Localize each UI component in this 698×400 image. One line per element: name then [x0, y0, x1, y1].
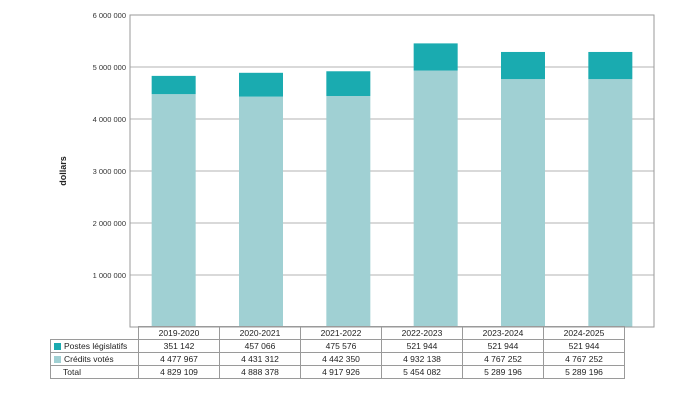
legend-label: Crédits votés [64, 354, 114, 364]
data-label: 521 944 [543, 339, 625, 353]
total-value: 4 917 926 [300, 365, 382, 379]
y-tick-label: 1 000 000 [93, 271, 126, 280]
grid-lines [130, 66, 654, 276]
legend-label: Postes législatifs [64, 341, 128, 351]
y-tick-label: 6 000 000 [93, 11, 126, 20]
bar-segment [326, 95, 371, 327]
total-value: 5 454 082 [381, 365, 463, 379]
category-label: 2024-2025 [543, 326, 625, 340]
legend-entry-credits-votes: Crédits votés [50, 352, 139, 366]
data-label: 521 944 [381, 339, 463, 353]
table-corner [50, 326, 139, 340]
bar-segment [239, 72, 283, 97]
table-header-row: 2019-2020 2020-2021 2021-2022 2022-2023 … [50, 326, 625, 340]
bars [151, 43, 633, 328]
table-row-postes-legislatifs: Postes législatifs 351 142 457 066 475 5… [50, 339, 625, 353]
bar-segment [413, 43, 458, 71]
data-label: 4 477 967 [138, 352, 220, 366]
y-tick-label: 4 000 000 [93, 115, 126, 124]
data-label: 521 944 [462, 339, 544, 353]
category-label: 2021-2022 [300, 326, 382, 340]
total-value: 5 289 196 [543, 365, 625, 379]
data-label: 4 431 312 [219, 352, 301, 366]
total-value: 4 888 378 [219, 365, 301, 379]
category-label: 2019-2020 [138, 326, 220, 340]
data-label: 457 066 [219, 339, 301, 353]
legend-entry-postes-legislatifs: Postes législatifs [50, 339, 139, 353]
bar-segment [151, 94, 196, 327]
bar-segment [239, 96, 283, 327]
bar-segment [501, 79, 545, 327]
total-value: 5 289 196 [462, 365, 544, 379]
category-label: 2022-2023 [381, 326, 463, 340]
data-table: 2019-2020 2020-2021 2021-2022 2022-2023 … [50, 326, 625, 379]
y-tick-label: 2 000 000 [93, 219, 126, 228]
y-axis-ticks: 6 000 000 5 000 000 4 000 000 3 000 000 2 00… [93, 11, 126, 280]
data-label: 4 932 138 [381, 352, 463, 366]
table-row-credits-votes: Crédits votés 4 477 967 4 431 312 4 442 … [50, 352, 625, 366]
data-label: 4 767 252 [543, 352, 625, 366]
bar-segment [588, 51, 633, 80]
data-label: 4 442 350 [300, 352, 382, 366]
bar-segment [413, 70, 458, 328]
category-label: 2020-2021 [219, 326, 301, 340]
y-tick-label: 3 000 000 [93, 167, 126, 176]
data-label: 351 142 [138, 339, 220, 353]
legend-swatch-light [54, 356, 61, 363]
y-axis-label: dollars [58, 156, 68, 186]
category-label: 2023-2024 [462, 326, 544, 340]
table-row-total: Total 4 829 109 4 888 378 4 917 926 5 45… [50, 365, 625, 379]
bar-segment [151, 75, 196, 95]
bar-segment [326, 71, 371, 96]
bar-segment [501, 51, 545, 80]
total-value: 4 829 109 [138, 365, 220, 379]
data-label: 475 576 [300, 339, 382, 353]
total-label: Total [50, 365, 139, 379]
y-tick-label: 5 000 000 [93, 63, 126, 72]
legend-swatch-dark [54, 343, 61, 350]
bar-segment [588, 79, 633, 327]
data-label: 4 767 252 [462, 352, 544, 366]
